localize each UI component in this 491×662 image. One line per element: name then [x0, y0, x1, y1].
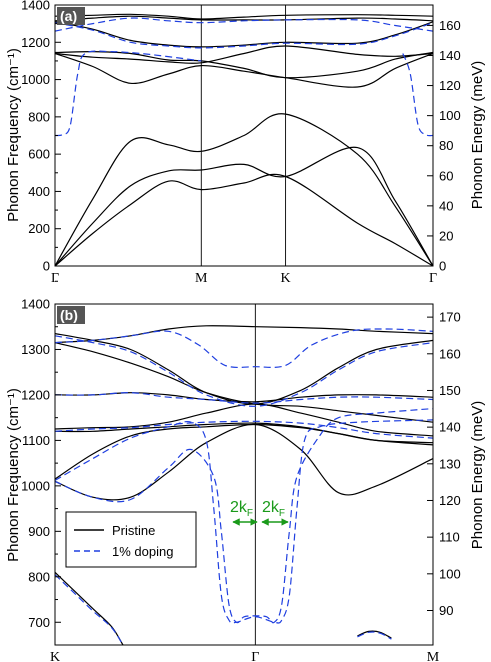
- panel-b-ytick-label-7: 1400: [21, 297, 50, 312]
- annotation-2kf-right: 2kF: [261, 499, 289, 526]
- panel-b-ytick-label-4: 1100: [22, 433, 50, 448]
- panel-a-rtick-label-9: 180: [439, 0, 461, 3]
- panel-a-ylabel-left: Phonon Frequency (cm⁻¹): [5, 48, 22, 222]
- panel-b-ytick-label-3: 1000: [21, 478, 50, 493]
- panel-b-series-1-branch-0: [55, 328, 433, 368]
- panel-a-rtick-label-1: 20: [439, 228, 453, 243]
- panel-b-series-0-branch-7: [55, 423, 433, 480]
- panel-a-series-1-branch-1: [402, 53, 433, 137]
- panel-b-series-1-branch-6: [55, 574, 124, 645]
- panel-a-ytick-label-5: 1000: [21, 72, 50, 87]
- annotation-2kf-right-text: 2kF: [262, 499, 285, 519]
- panel-a-rtick-label-4: 80: [439, 138, 453, 153]
- panel-b-series-1-branch-4: [55, 408, 433, 624]
- panel-a-rtick-label-8: 160: [439, 18, 461, 33]
- panel-b-ytick-label-2: 900: [28, 524, 50, 539]
- panel-a-series-1-branch-3: [55, 17, 433, 32]
- panel-b-rtick-label-3: 120: [439, 493, 461, 508]
- panel-b-rtick-label-5: 140: [439, 420, 461, 435]
- panel-a-series-0-branch-0: [55, 173, 433, 266]
- panel-b-ylabel-right: Phonon Energy (meV): [469, 401, 486, 549]
- panel-a-ytick-label-7: 1400: [21, 0, 50, 13]
- panel-b-xtick-label-1: Γ: [251, 650, 259, 662]
- panel-b-series-0-branch-0: [55, 325, 433, 344]
- panel-a-ytick-label-1: 200: [28, 221, 50, 236]
- panel-a-rtick-label-2: 40: [439, 198, 453, 213]
- panel-a-xtick-label-0: Γ: [51, 271, 59, 286]
- panel-a-series-0-branch-4: [55, 52, 433, 88]
- panel-b-series-1-branch-5: [55, 419, 433, 624]
- panel-b-xtick-label-0: K: [50, 650, 60, 662]
- panel-a-rtick-label-3: 60: [439, 168, 453, 183]
- panel-b-ytick-label-1: 800: [28, 569, 50, 584]
- panel-a-ytick-label-2: 400: [28, 184, 50, 199]
- panel-a-tag-box: [57, 7, 85, 25]
- panel-a-xtick-label-2: K: [281, 271, 291, 286]
- panel-a-tag: (a): [60, 8, 77, 24]
- panel-b-series-0-branch-8: [55, 571, 124, 645]
- legend-label-doping: 1% doping: [112, 544, 173, 559]
- panel-b-series-0-branch-4: [55, 403, 433, 437]
- panel-b-series-1-branch-3: [55, 420, 433, 439]
- panel-b-ylabel-left: Phonon Frequency (cm⁻¹): [5, 388, 22, 562]
- panel-a-rtick-label-0: 0: [439, 259, 446, 274]
- panel-b-frame: [54, 303, 434, 646]
- panel-a-series-1-branch-2: [55, 22, 433, 49]
- panel-a-ytick-label-6: 1200: [21, 35, 50, 50]
- panel-a-xtick-label-1: M: [195, 271, 208, 286]
- panel-a-ytick-label-3: 600: [28, 147, 50, 162]
- legend: Pristine 1% doping: [65, 511, 197, 568]
- panel-b-tag-box: [57, 306, 85, 324]
- panel-a-series-0-branch-5: [55, 45, 433, 64]
- panel-b-series-1-branch-7: [357, 631, 392, 640]
- panel-b: 700 800 900 1000 1100 1200 1300 1400 90 100 110 12…: [5, 280, 486, 662]
- panel-a-series-1-branch-0: [55, 50, 202, 137]
- panel-b-rtick-label-1: 100: [439, 566, 461, 581]
- panel-b-rtick-label-4: 130: [439, 456, 461, 471]
- panel-b-rtick-label-8: 170: [439, 310, 461, 325]
- panel-a-series-0-branch-8: [55, 13, 433, 20]
- panel-b-series-1-branch-2: [55, 392, 433, 404]
- legend-box: [65, 511, 197, 568]
- panel-b-series-0-branch-2: [55, 342, 433, 423]
- panel-a-xtick-label-3: Γ: [429, 271, 437, 286]
- panel-b-rtick-label-7: 160: [439, 346, 461, 361]
- panel-b-series-0-branch-6: [55, 423, 433, 501]
- panel-b-series-0-branch-9: [357, 630, 392, 639]
- panel-a-rtick-label-5: 100: [439, 108, 461, 123]
- panel-b-xtick-label-2: M: [427, 650, 440, 662]
- panel-b-ytick-label-0: 700: [28, 615, 50, 630]
- panel-b-rtick-label-2: 110: [439, 530, 460, 545]
- panel-a-series-0-branch-6: [55, 21, 433, 48]
- legend-label-pristine: Pristine: [112, 523, 155, 538]
- panel-b-series-1-branch-1: [55, 335, 433, 407]
- panel-a-rtick-label-7: 140: [439, 48, 461, 63]
- panel-a-series-0-branch-2: [55, 113, 433, 266]
- panel-b-ytick-label-6: 1300: [21, 342, 50, 357]
- panel-b-rtick-label-0: 90: [439, 603, 453, 618]
- panel-a-series-0-branch-7: [55, 15, 433, 22]
- panel-a-ytick-label-0: 0: [43, 259, 50, 274]
- panel-a-ylabel-right: Phonon Energy (meV): [469, 61, 486, 209]
- panel-b-ytick-label-5: 1200: [21, 387, 50, 402]
- panel-b-rtick-label-6: 150: [439, 383, 461, 398]
- annotation-2kf-left: 2kF: [230, 499, 258, 526]
- panel-a: 0 200 400 600 800 1000 1200 1400 0 20 40 60 80 100 12…: [5, 0, 486, 286]
- panel-b-tag: (b): [60, 307, 78, 323]
- panel-a-ytick-label-4: 800: [28, 109, 50, 124]
- panel-a-rtick-label-6: 120: [439, 78, 461, 93]
- annotation-2kf-left-text: 2kF: [230, 499, 253, 519]
- panel-a-series-0-branch-1: [55, 146, 433, 266]
